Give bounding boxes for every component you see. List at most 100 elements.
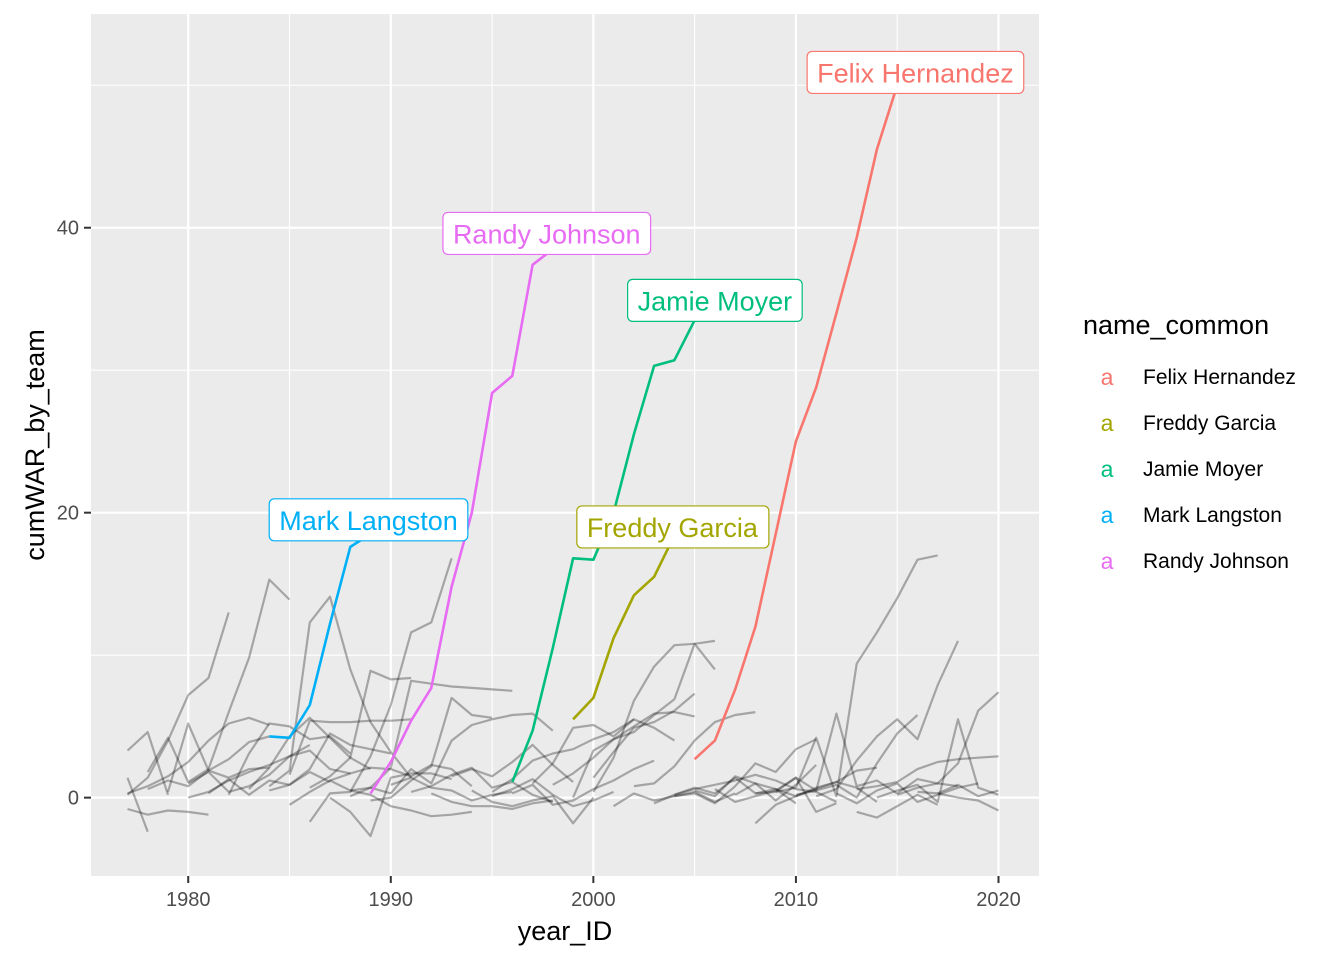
other-player-line bbox=[775, 714, 919, 799]
other-player-line bbox=[329, 763, 473, 788]
legend-key: a bbox=[1101, 364, 1114, 390]
x-tick-label: 2000 bbox=[571, 889, 616, 911]
series-label-box bbox=[576, 505, 770, 549]
other-player-line bbox=[572, 642, 716, 799]
other-player-line bbox=[389, 712, 554, 795]
other-player-line bbox=[126, 612, 230, 796]
series-label: Felix Hernandez bbox=[806, 50, 1025, 95]
series-line bbox=[369, 248, 554, 795]
other-player-line bbox=[187, 749, 351, 799]
other-player-line bbox=[187, 743, 311, 794]
y-tick-label: 40 bbox=[57, 218, 79, 240]
legend-key: a bbox=[1101, 548, 1114, 574]
legend-label: Freddy Garcia bbox=[1143, 412, 1276, 435]
other-player-line bbox=[815, 640, 959, 798]
other-player-line bbox=[613, 790, 736, 808]
x-tick-label: 2020 bbox=[976, 889, 1021, 911]
other-player-line bbox=[491, 777, 615, 808]
other-player-line bbox=[835, 782, 979, 805]
other-player-line bbox=[592, 639, 716, 793]
other-player-line bbox=[653, 776, 797, 805]
x-tick-label: 2010 bbox=[774, 889, 819, 911]
series-label-text: Jamie Moyer bbox=[638, 286, 793, 316]
other-player-line bbox=[126, 730, 170, 796]
legend-label: Jamie Moyer bbox=[1143, 458, 1263, 481]
other-player-line bbox=[127, 807, 209, 816]
other-player-line bbox=[917, 790, 999, 812]
other-player-line bbox=[410, 766, 554, 803]
other-player-line bbox=[674, 738, 817, 805]
other-player-line bbox=[147, 735, 270, 791]
series-label-text: Randy Johnson bbox=[453, 219, 641, 249]
series-label: Freddy Garcia bbox=[576, 505, 770, 549]
series-label: Mark Langston bbox=[268, 498, 469, 542]
other-player-line bbox=[856, 755, 999, 791]
other-player-line bbox=[166, 722, 270, 793]
x-tick-label: 1980 bbox=[166, 889, 211, 911]
other-player-line bbox=[207, 770, 331, 796]
y-tick-label: 0 bbox=[68, 788, 79, 810]
series-label-box bbox=[268, 498, 469, 542]
other-players-lines bbox=[126, 554, 1000, 838]
legend-label: Randy Johnson bbox=[1143, 550, 1289, 573]
legend-key: a bbox=[1101, 456, 1114, 482]
other-player-line bbox=[308, 557, 453, 823]
legend: a Felix Hernandez a Freddy Garcia a Jamie Moy… bbox=[1101, 364, 1296, 574]
other-player-line bbox=[754, 780, 878, 825]
other-player-line bbox=[390, 776, 513, 802]
other-player-line bbox=[876, 718, 999, 804]
other-player-line bbox=[288, 718, 412, 776]
other-player-line bbox=[309, 669, 412, 789]
series-label-box bbox=[806, 50, 1025, 95]
legend-key: a bbox=[1101, 502, 1114, 528]
other-player-line bbox=[471, 789, 595, 825]
other-player-line bbox=[856, 793, 939, 819]
legend-label: Mark Langston bbox=[1143, 504, 1282, 527]
other-player-line bbox=[674, 773, 837, 803]
series-label: Jamie Moyer bbox=[627, 278, 803, 322]
other-player-line bbox=[633, 711, 756, 788]
other-player-line bbox=[227, 722, 352, 796]
other-player-line bbox=[127, 716, 270, 795]
other-player-line bbox=[248, 716, 372, 790]
other-player-line bbox=[937, 783, 999, 798]
x-tick-label: 1990 bbox=[369, 889, 414, 911]
series-label: Randy Johnson bbox=[442, 211, 652, 256]
other-player-line bbox=[370, 696, 493, 802]
other-player-line bbox=[329, 772, 452, 838]
other-player-line bbox=[451, 743, 574, 783]
other-player-line bbox=[755, 554, 938, 798]
series-label-text: Felix Hernandez bbox=[817, 58, 1014, 88]
other-player-line bbox=[430, 792, 553, 811]
legend-key: a bbox=[1101, 410, 1114, 436]
y-axis-title: cumWAR_by_team bbox=[20, 329, 50, 561]
other-player-line bbox=[795, 712, 959, 796]
other-player-line bbox=[694, 764, 817, 802]
other-player-line bbox=[126, 777, 149, 833]
x-axis-title: year_ID bbox=[518, 916, 613, 946]
other-player-line bbox=[511, 759, 655, 806]
series-label-box bbox=[442, 211, 652, 256]
other-player-line bbox=[350, 789, 472, 818]
other-player-line bbox=[896, 691, 1000, 796]
other-player-line bbox=[531, 718, 675, 785]
series-label-text: Freddy Garcia bbox=[587, 513, 759, 543]
series-callouts: Felix Hernandez Randy Johnson Jamie Moyer M… bbox=[268, 50, 1025, 549]
series-label-text: Mark Langston bbox=[279, 506, 458, 536]
other-player-line bbox=[734, 766, 878, 798]
other-player-line bbox=[592, 692, 696, 779]
plot-panel bbox=[91, 14, 1039, 876]
other-player-line bbox=[714, 776, 837, 814]
series-line bbox=[269, 532, 372, 740]
legend-title: name_common bbox=[1083, 310, 1269, 340]
y-tick-label: 20 bbox=[57, 503, 79, 525]
other-player-line bbox=[268, 595, 412, 788]
series-label-box bbox=[627, 278, 803, 322]
series-line bbox=[693, 84, 899, 761]
other-player-line bbox=[269, 732, 392, 792]
tick-labels: 1980 1990 2000 2010 2020 0 20 40 bbox=[57, 218, 1021, 911]
series-line bbox=[572, 534, 676, 721]
other-player-line bbox=[146, 578, 291, 784]
other-player-line bbox=[552, 710, 695, 786]
